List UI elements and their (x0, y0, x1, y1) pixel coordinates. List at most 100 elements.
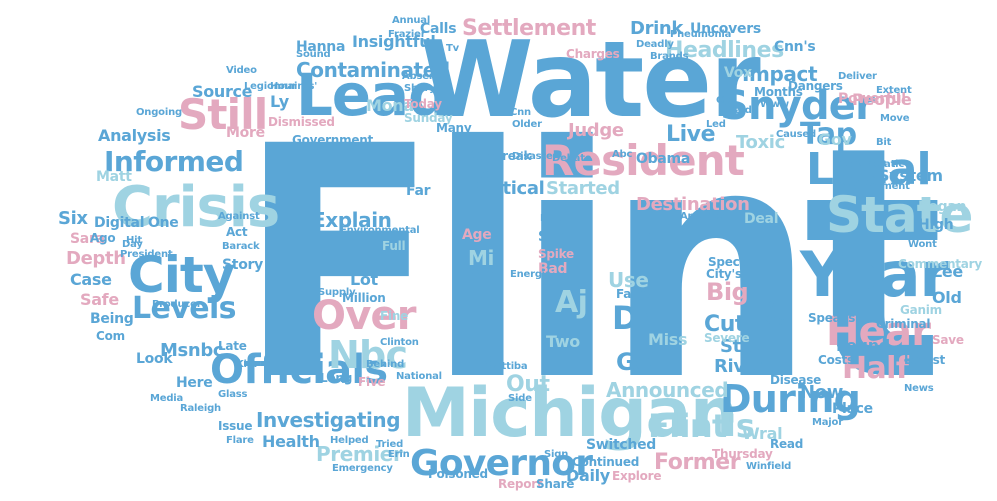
word-share: Share (536, 477, 575, 491)
word-citys: City's (706, 267, 742, 281)
word-miss: Miss (648, 330, 688, 349)
word-city: City (128, 246, 235, 304)
word-river: River (714, 356, 766, 377)
word-glass: Glass (218, 389, 248, 400)
word-charges: Charges (566, 47, 620, 61)
word-legionnaires: Legionnaires' (244, 81, 318, 92)
word-here: Here (176, 375, 213, 391)
word-look: Look (136, 351, 173, 367)
word-tv: Tv (446, 43, 459, 54)
word-old: Old (932, 288, 962, 307)
word-environment: Environment (840, 181, 910, 192)
word-ly: Ly (270, 92, 289, 111)
word-producer: Producer (152, 299, 202, 310)
word-former: Former (654, 450, 741, 475)
word-speaks: Speaks (808, 311, 856, 325)
word-wont: Wont (908, 239, 937, 250)
word-hit: Hit (126, 235, 142, 246)
word-system: System (878, 166, 943, 185)
word-insightful: Insightful (352, 32, 436, 51)
word-began: Began (918, 199, 967, 215)
word-today: Today (404, 97, 442, 111)
word-started: Started (546, 178, 620, 199)
word-video: Video (226, 65, 257, 76)
word-national: National (396, 371, 442, 382)
word-democratic: Democratic (842, 159, 905, 170)
word-big: Big (706, 278, 749, 306)
word-mona: Mona (366, 96, 414, 115)
word-spike: Spike (538, 247, 574, 261)
word-go: Go (616, 348, 652, 376)
word-www: Www (760, 99, 789, 110)
word-side: Side (508, 393, 532, 404)
word-deal: Deal (744, 211, 779, 227)
word-expose: Expose (630, 229, 677, 243)
word-analysis: Analysis (98, 126, 171, 145)
word-read: Read (770, 437, 804, 451)
word-msnbc: Msnbc (160, 340, 224, 361)
word-emergency: Emergency (332, 463, 393, 474)
word-snyder: Snyder (720, 83, 875, 129)
word-governor: Governor (410, 443, 593, 484)
word-sara: Sara (70, 231, 105, 247)
word-lee: Lee (932, 262, 963, 281)
word-over: Over (312, 293, 417, 339)
word-sharyn: Sharyn (404, 83, 443, 94)
word-explore: Explore (612, 469, 662, 483)
word-impact: Impact (742, 62, 818, 86)
word-helped: Helped (330, 435, 369, 446)
word-continued: Continued (572, 455, 640, 469)
word-criminal: Criminal (876, 317, 931, 331)
word-against: Against (218, 211, 260, 222)
word-ganim: Ganim (900, 303, 942, 317)
word-brands: Brands (650, 51, 689, 62)
word-erin: Erin (388, 449, 410, 460)
word-hour: Hour (270, 81, 297, 92)
word-year: Year (800, 238, 950, 311)
word-poisoned: Poisoned (428, 467, 488, 481)
word-raleigh: Raleigh (180, 403, 221, 414)
word-com: Com (96, 329, 125, 343)
word-hear: Hear (826, 309, 931, 355)
word-headlines: Headlines (665, 38, 784, 63)
word-five: Five (358, 375, 386, 389)
word-supply: Supply (318, 287, 356, 298)
word-behind: Behind (366, 359, 405, 370)
word-uncovers: Uncovers (690, 21, 761, 37)
word-annual: Annual (392, 15, 431, 26)
word-mi: Mi (468, 246, 494, 270)
word-fix: Fix (756, 297, 776, 311)
word-kim: Kim (236, 359, 257, 370)
word-apos-s: 's (456, 282, 493, 331)
word-cnn: Cnn (510, 107, 531, 118)
word-two: Two (546, 332, 580, 351)
word-report: Report (498, 477, 543, 491)
word-people: People (852, 90, 912, 109)
word-sound: Sound (296, 49, 331, 60)
word-use: Use (608, 268, 649, 292)
word-latest: Latest (904, 353, 946, 367)
word-absent: Absent (402, 71, 441, 82)
word-one: One (148, 215, 179, 231)
word-story: Story (222, 257, 264, 273)
word-daily: Daily (566, 466, 610, 485)
word-resident: Resident (542, 136, 745, 185)
word-rd: Rd (464, 348, 496, 373)
word-still: Still (178, 90, 268, 139)
word-place: Place (832, 401, 873, 417)
word-bit: Bit (876, 137, 892, 148)
word-america: America (680, 211, 725, 222)
word-high: High (918, 217, 954, 233)
word-disease: Disease (770, 373, 822, 387)
word-long: Long (320, 371, 353, 385)
word-stir: Stir (538, 229, 566, 245)
word-deliver: Deliver (838, 71, 877, 82)
word-key: Key (760, 313, 785, 327)
word-disaster: Disaster (512, 151, 558, 162)
word-extent: Extent (876, 85, 912, 96)
word-contaminated: Contaminated (296, 58, 450, 82)
word-investigating: Investigating (256, 408, 401, 432)
word-move: Move (880, 113, 910, 124)
word-attiba: Attiba (494, 361, 528, 372)
